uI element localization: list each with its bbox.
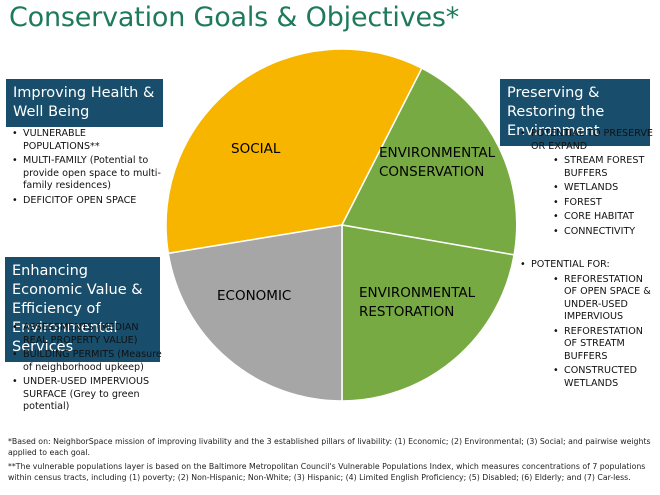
preserving-restoring-list: POTENTIAL TO PRESERVE OR EXPAND STREAM F… bbox=[520, 128, 655, 240]
list-item: CONSTRUCTED WETLANDS bbox=[553, 365, 655, 390]
pie-slice-environmental-restoration bbox=[341, 224, 515, 402]
pie-slice-economic bbox=[167, 224, 343, 402]
pie-slice-environmental-conservation bbox=[340, 67, 518, 256]
list-item: CORE HABITAT bbox=[553, 211, 655, 224]
list-item: BUILDING PERMITS (Measure of neighborhoo… bbox=[12, 349, 164, 374]
footnote-2: **The vulnerable populations layer is ba… bbox=[8, 462, 646, 482]
list-item: REFORESTATION OF STREATM BUFFERS bbox=[553, 326, 655, 364]
economic-value-list: ASSESSMENTS (MEDIAN REAL PROPERTY VALUE)… bbox=[12, 322, 164, 416]
preserve-lead: POTENTIAL TO PRESERVE OR EXPAND bbox=[531, 128, 653, 152]
label-restoration-1: ENVIRONMENTAL bbox=[359, 285, 476, 301]
restoration-list: POTENTIAL FOR: REFORESTATION OF OPEN SPA… bbox=[520, 259, 655, 392]
page-title: Conservation Goals & Objectives* bbox=[9, 2, 460, 33]
health-wellbeing-list: VULNERABLE POPULATIONS** MULTI-FAMILY (P… bbox=[12, 128, 162, 209]
label-conservation-2: CONSERVATION bbox=[379, 164, 484, 180]
list-item: FOREST bbox=[553, 197, 655, 210]
list-item: DEFICITOF OPEN SPACE bbox=[12, 195, 162, 208]
restoration-lead: POTENTIAL FOR: bbox=[531, 259, 610, 270]
list-item: POTENTIAL TO PRESERVE OR EXPAND STREAM F… bbox=[520, 128, 655, 238]
list-item: POTENTIAL FOR: REFORESTATION OF OPEN SPA… bbox=[520, 259, 655, 390]
footnote-1: *Based on: NeighborSpace mission of impr… bbox=[8, 437, 651, 457]
label-conservation-1: ENVIRONMENTAL bbox=[379, 145, 496, 161]
list-item: MULTI-FAMILY (Potential to provide open … bbox=[12, 155, 162, 193]
label-economic: ECONOMIC bbox=[217, 288, 291, 304]
preserve-sublist: STREAM FOREST BUFFERS WETLANDS FOREST CO… bbox=[531, 155, 655, 238]
list-item: ASSESSMENTS (MEDIAN REAL PROPERTY VALUE) bbox=[12, 322, 164, 347]
list-item: VULNERABLE POPULATIONS** bbox=[12, 128, 162, 153]
list-item: STREAM FOREST BUFFERS bbox=[553, 155, 655, 180]
health-wellbeing-heading: Improving Health & Well Being bbox=[6, 79, 163, 127]
list-item: CONNECTIVITY bbox=[553, 226, 655, 239]
label-restoration-2: RESTORATION bbox=[359, 304, 454, 320]
list-item: WETLANDS bbox=[553, 182, 655, 195]
label-social: SOCIAL bbox=[231, 141, 281, 157]
list-item: REFORESTATION OF OPEN SPACE & UNDER-USED… bbox=[553, 274, 655, 324]
restoration-sublist: REFORESTATION OF OPEN SPACE & UNDER-USED… bbox=[531, 274, 655, 391]
pie-slice-social bbox=[165, 48, 423, 255]
list-item: UNDER-USED IMPERVIOUS SURFACE (Grey to g… bbox=[12, 376, 164, 414]
